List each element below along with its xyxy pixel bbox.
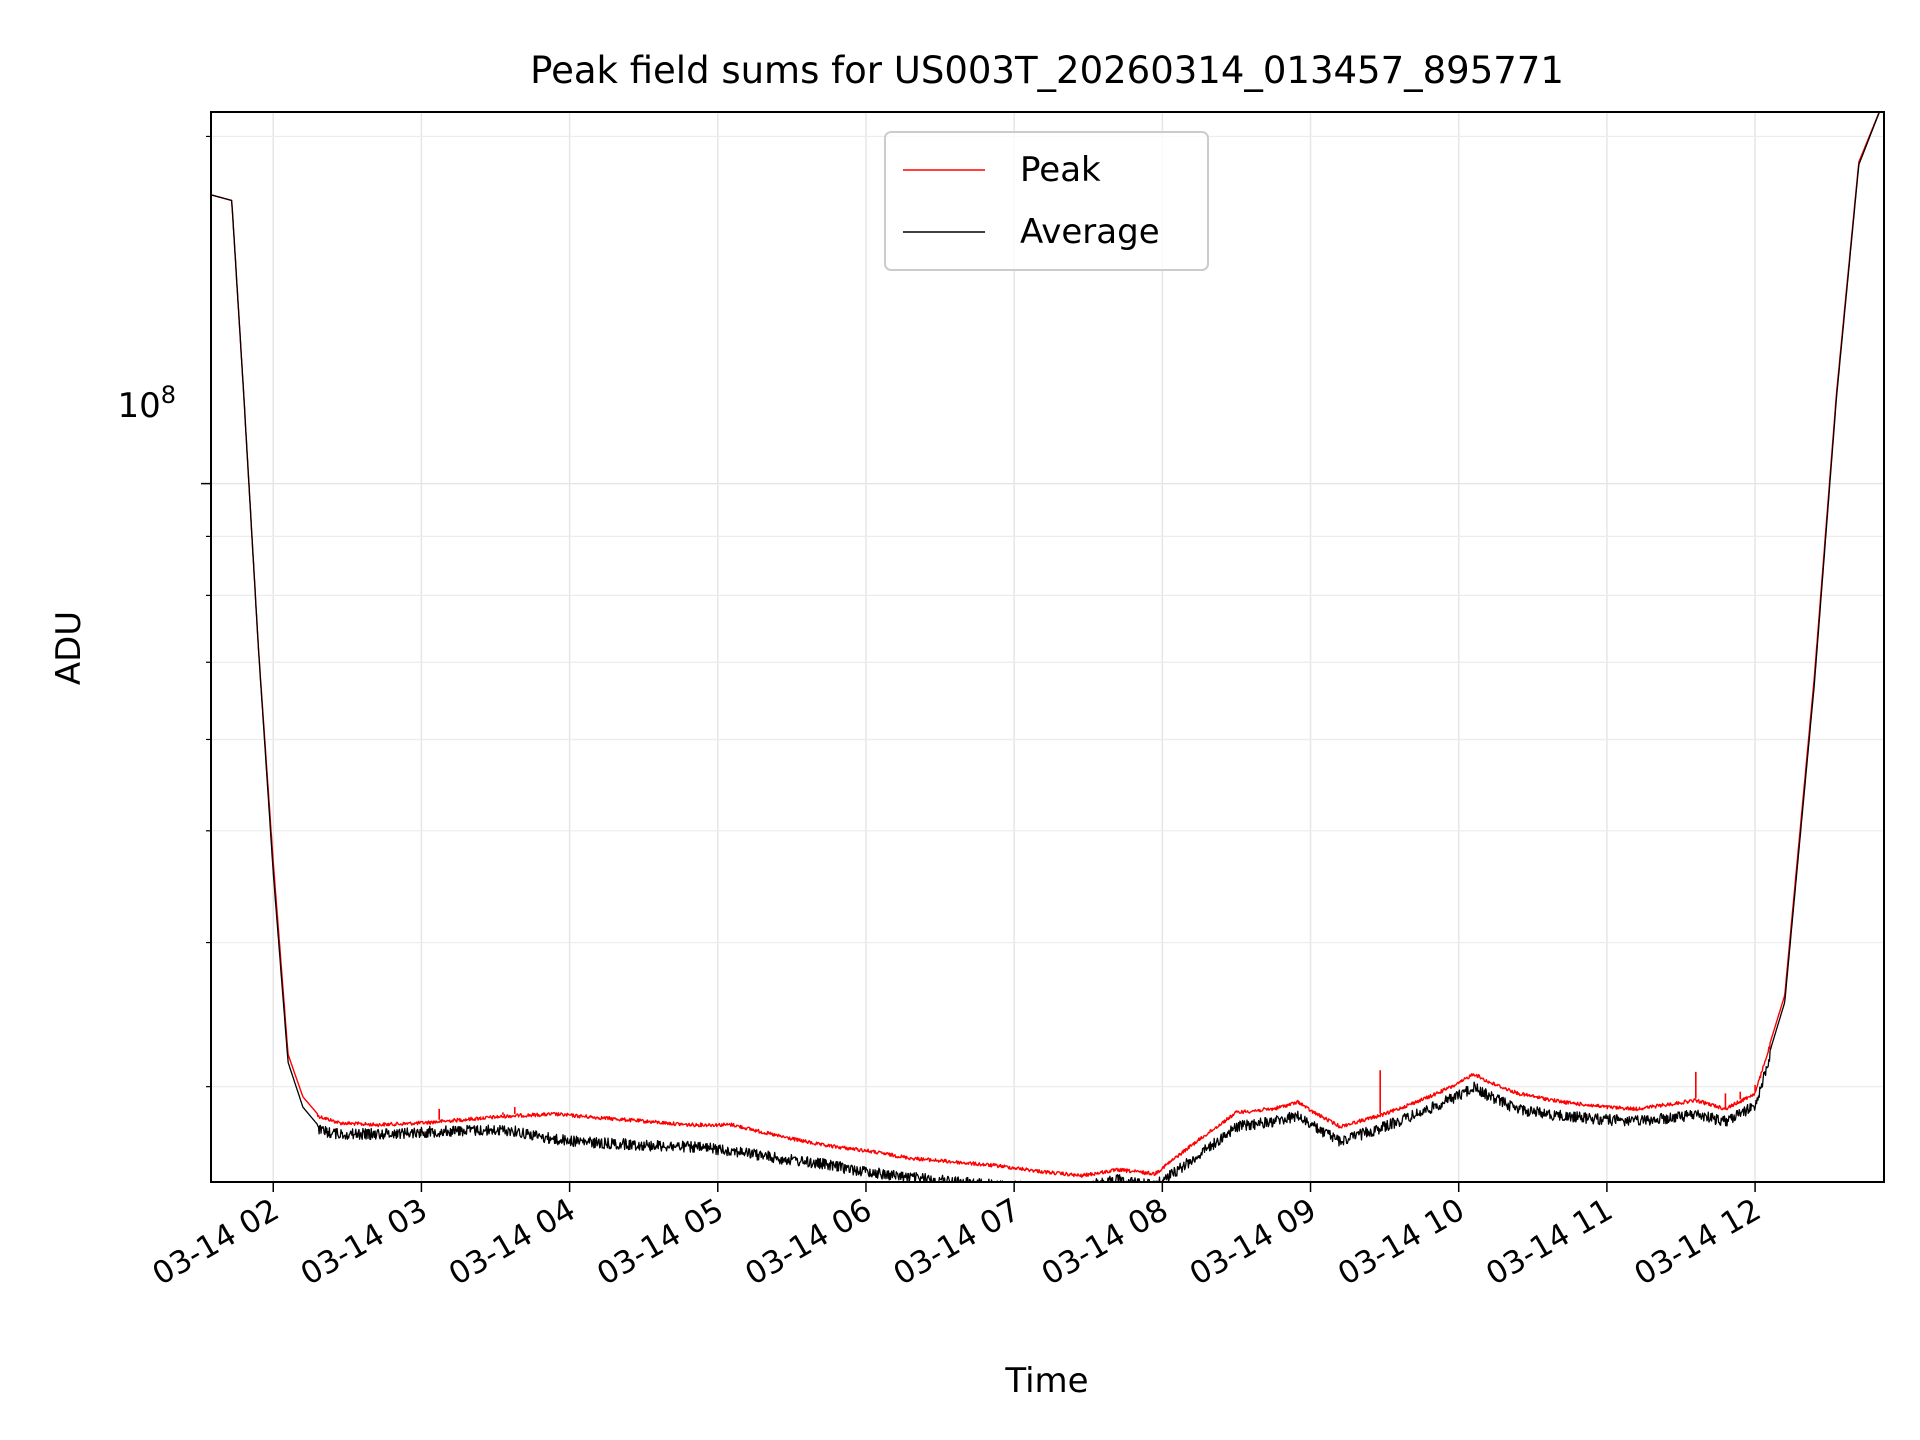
y-tick-exponent: 8 xyxy=(161,381,176,409)
series-line-average xyxy=(211,112,1881,1182)
legend: Peak Average xyxy=(884,131,1209,271)
legend-peak-label: Peak xyxy=(1020,150,1101,190)
y-axis-label: ADU xyxy=(49,611,89,685)
chart-title: Peak field sums for US003T_20260314_0134… xyxy=(530,49,1564,92)
legend-average-label: Average xyxy=(1020,212,1160,252)
plot-frame xyxy=(210,111,1885,1183)
series-layer xyxy=(211,112,1881,1182)
series-line-peak xyxy=(211,112,1880,1178)
grid xyxy=(211,112,1884,1182)
x-axis-label: Time xyxy=(1004,1361,1088,1401)
y-tick-label: 108 xyxy=(117,381,176,426)
legend-box xyxy=(884,131,1209,271)
y-tick-base: 10 xyxy=(117,386,160,426)
